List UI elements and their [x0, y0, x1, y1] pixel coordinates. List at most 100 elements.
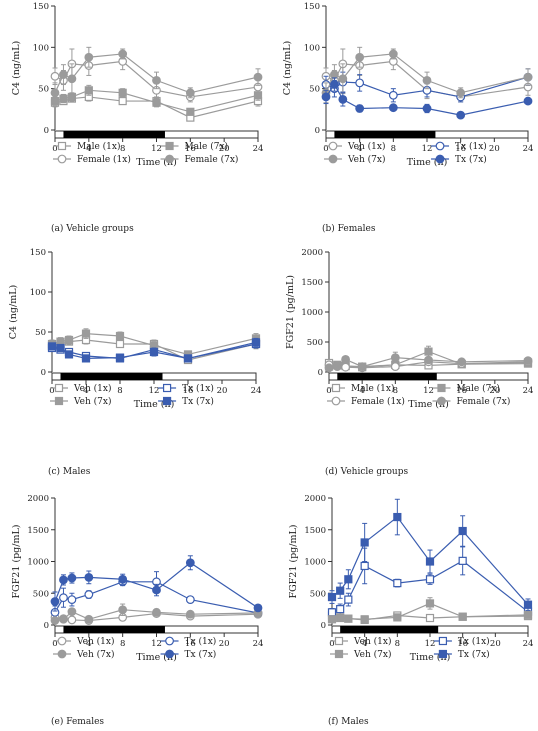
legend-marker — [165, 141, 174, 151]
legend-marker — [438, 636, 448, 646]
data-point — [324, 363, 334, 373]
x-tick-label: 16 — [455, 144, 466, 154]
x-tick-label: 24 — [523, 386, 534, 396]
data-point — [344, 614, 353, 623]
data-point — [185, 88, 195, 98]
legend-marker — [437, 396, 446, 406]
y-tick-label: 500 — [310, 589, 326, 599]
data-point — [115, 353, 125, 362]
data-point — [344, 595, 353, 604]
dark-period-bar — [60, 373, 163, 380]
y-tick-label: 2000 — [301, 248, 323, 258]
panel-caption: (c) Males — [48, 466, 91, 477]
data-point — [425, 575, 435, 584]
data-point — [47, 342, 57, 351]
dark-period-bar — [63, 626, 165, 633]
data-point — [458, 556, 467, 565]
legend-marker — [165, 154, 174, 164]
data-point — [251, 338, 261, 347]
y-tick-label: 0 — [318, 368, 323, 378]
x-tick-label: 12 — [422, 144, 433, 154]
legend-marker — [54, 396, 64, 406]
x-axis-label: Time (h) — [134, 399, 175, 410]
data-point — [360, 615, 369, 624]
x-tick-label: 24 — [523, 639, 534, 649]
legend-label: Veh (1x) — [353, 636, 391, 647]
legend-marker — [334, 636, 344, 646]
data-point — [64, 350, 74, 359]
chart-panel-e: 0 500 1000 1500 2000 0 4 8 12 16 20 24 Time (h) FGF21… — [11, 494, 263, 727]
data-point — [360, 538, 369, 547]
data-point — [523, 610, 533, 619]
legend-label: Male (1x) — [77, 141, 120, 152]
x-tick-label: 12 — [149, 386, 160, 396]
data-point — [59, 70, 68, 80]
y-tick-label: 0 — [44, 621, 49, 631]
dark-period-bar — [337, 373, 437, 380]
x-tick-label: 20 — [489, 386, 500, 396]
series-1 — [327, 611, 533, 625]
data-point — [456, 88, 466, 98]
legend-marker — [328, 154, 338, 164]
y-tick-label: 100 — [30, 288, 46, 298]
legend: Veh (1x) Tx (1x) Veh (7x) Tx (7x) — [50, 383, 214, 407]
data-point — [388, 90, 398, 100]
data-point — [332, 362, 342, 372]
legend-label: Tx (1x) — [182, 383, 214, 394]
x-tick-label: 16 — [185, 639, 196, 649]
panel-caption: (b) Females — [322, 223, 376, 234]
chart-panel-f: 0 500 1000 1500 2000 0 4 8 12 16 20 24 Time (h) FGF21… — [288, 494, 533, 727]
y-tick-label: 150 — [30, 248, 46, 258]
data-point — [81, 354, 91, 363]
x-tick-label: 16 — [185, 144, 196, 154]
y-axis-label: FGF21 (pg/mL) — [288, 525, 299, 599]
data-point — [185, 609, 195, 619]
x-axis-label: Time (h) — [410, 652, 451, 663]
x-tick-label: 20 — [489, 144, 500, 154]
data-point — [523, 356, 533, 366]
data-point — [338, 95, 348, 104]
x-tick-label: 16 — [183, 386, 194, 396]
series-3 — [50, 603, 263, 625]
data-point — [50, 88, 60, 98]
data-point — [425, 557, 435, 566]
data-point — [118, 49, 128, 59]
data-point — [84, 52, 94, 62]
legend-marker — [435, 154, 445, 164]
x-tick-label: 24 — [253, 639, 264, 649]
legend: Male (1x) Male (7x) Female (1x) Female (7x) — [53, 141, 238, 165]
x-tick-label: 4 — [357, 144, 362, 154]
data-point — [341, 355, 350, 364]
data-point — [393, 613, 402, 622]
legend-marker — [162, 383, 172, 393]
data-point — [360, 561, 369, 571]
data-point — [336, 586, 345, 595]
legend-label: Female (1x) — [351, 396, 405, 407]
chart-panel-b: 0 50 100 150 0 4 8 12 16 20 24 Time (h) C4 (ng/mL) Ve… — [282, 2, 533, 234]
y-tick-label: 150 — [33, 2, 49, 12]
series-4 — [324, 351, 533, 373]
data-point — [357, 362, 367, 372]
data-point — [115, 331, 125, 341]
x-tick-label: 20 — [219, 639, 230, 649]
data-point — [422, 75, 432, 85]
data-point — [67, 595, 77, 604]
legend-marker — [57, 154, 67, 164]
data-point — [50, 597, 60, 606]
data-point — [149, 347, 159, 357]
data-point — [424, 355, 433, 365]
legend: Veh (1x) Tx (1x) Veh (7x) Tx (7x) — [330, 636, 490, 660]
legend-label: Tx (7x) — [182, 396, 214, 407]
data-point — [118, 574, 128, 584]
y-tick-label: 100 — [304, 43, 320, 53]
data-point — [59, 614, 68, 624]
data-point — [457, 357, 467, 367]
x-tick-label: 24 — [251, 386, 262, 396]
y-tick-label: 50 — [35, 328, 46, 338]
legend-label: Tx (7x) — [185, 649, 217, 660]
data-point — [253, 72, 263, 82]
x-tick-label: 24 — [253, 144, 264, 154]
x-tick-label: 12 — [423, 386, 434, 396]
x-tick-label: 12 — [151, 144, 162, 154]
